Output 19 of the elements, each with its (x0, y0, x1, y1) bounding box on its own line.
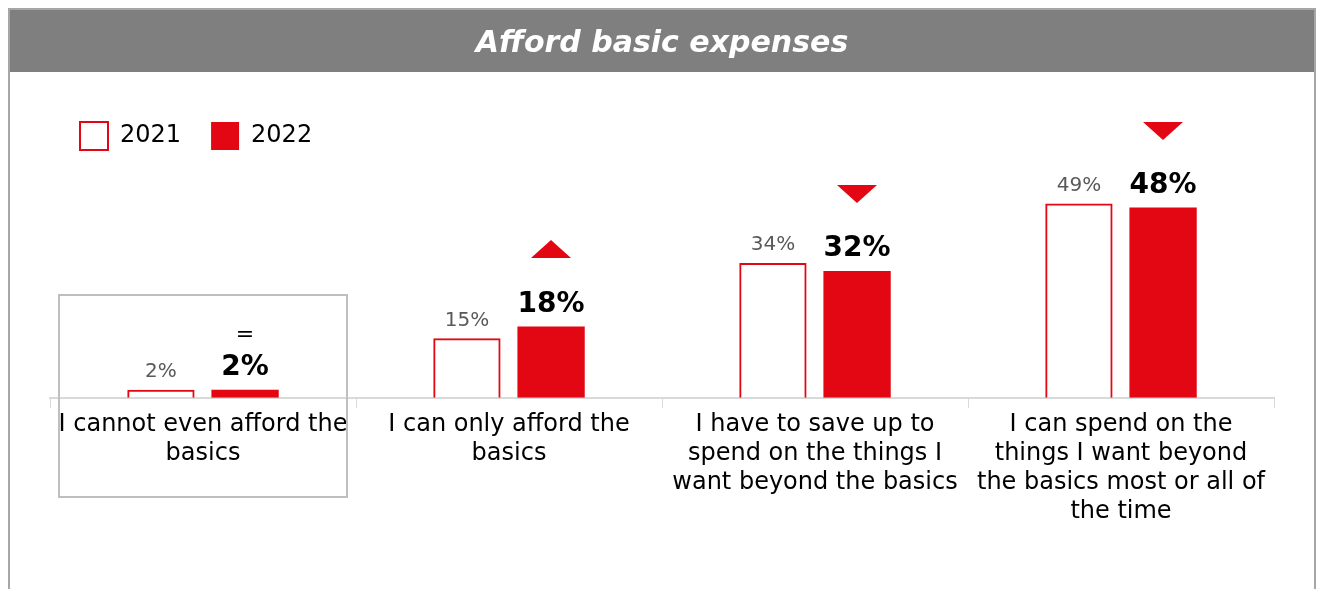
x-tick-label: I can only afford the basics (388, 409, 630, 467)
data-label: 32% (823, 230, 891, 264)
data-label: 48% (1129, 166, 1197, 200)
data-label: 49% (1056, 171, 1102, 196)
data-label: 2% (221, 349, 269, 383)
legend-label: 2022 (251, 120, 313, 149)
bar (823, 270, 891, 398)
x-tick-label: I have to save up to spend on the things I want beyond the basics (672, 409, 958, 496)
data-label: 2% (145, 358, 177, 383)
data-label: 15% (444, 306, 490, 331)
bar (1129, 207, 1197, 398)
bar (517, 326, 585, 398)
legend-label: 2021 (120, 120, 182, 149)
data-label: 34% (750, 231, 796, 256)
x-tick-label: I cannot even afford the basics (58, 409, 348, 467)
annotation: = (235, 320, 255, 346)
chart-title: Afford basic expenses (10, 10, 1314, 72)
x-tick-label: I can spend on the things I want beyond the basics most or all of the time (976, 409, 1266, 524)
data-label: 18% (517, 285, 585, 319)
